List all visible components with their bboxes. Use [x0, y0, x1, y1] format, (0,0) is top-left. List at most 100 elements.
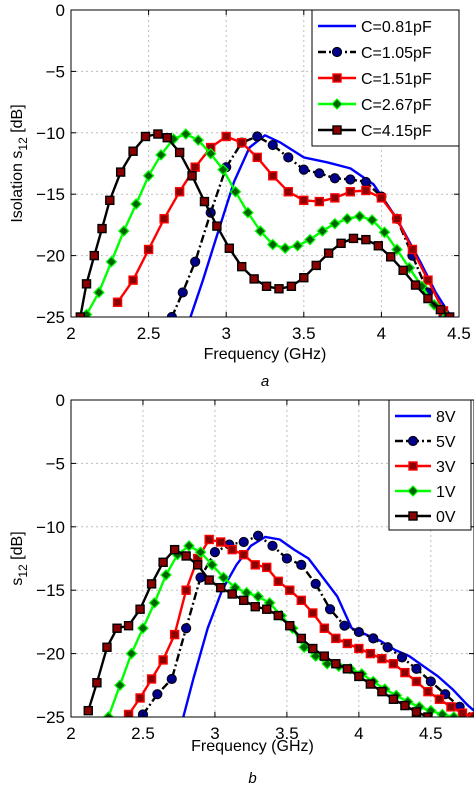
data-point [339, 620, 350, 631]
data-point [190, 256, 201, 267]
legend-marker [408, 511, 418, 521]
data-point [253, 530, 264, 541]
data-point [361, 234, 371, 245]
data-point [342, 638, 353, 649]
data-point [285, 621, 295, 631]
data-point [204, 147, 217, 160]
data-point [366, 214, 378, 226]
data-point [392, 214, 402, 224]
x-tick-label: 2.5 [131, 724, 155, 743]
legend-label-3: C=1.51pF [361, 71, 432, 88]
data-point [237, 261, 247, 272]
data-point [159, 214, 169, 224]
data-point [187, 171, 197, 181]
data-point [329, 173, 340, 184]
data-point [155, 149, 167, 161]
data-point [158, 557, 168, 568]
legend-marker [407, 435, 419, 447]
data-point [217, 571, 230, 584]
data-point [169, 544, 180, 555]
data-point [330, 193, 340, 203]
data-point [435, 304, 446, 315]
data-point [146, 674, 157, 684]
data-point [266, 238, 279, 251]
data-point [283, 187, 293, 197]
data-point [224, 243, 235, 253]
y-tick-label: −15 [36, 185, 65, 204]
data-point [192, 560, 203, 570]
x-tick-label: 4.5 [419, 724, 443, 743]
data-point [162, 133, 172, 143]
y-tick-label: −25 [36, 308, 65, 327]
y-tick-label: −5 [46, 454, 65, 473]
data-point [378, 226, 391, 239]
data-point [360, 176, 371, 188]
data-point [97, 223, 107, 234]
data-point [365, 648, 376, 659]
y-axis-label: s12 [dB] [9, 531, 30, 585]
y-axis-label: Isolation s12 [dB] [9, 104, 30, 222]
data-point [388, 659, 399, 669]
data-point [336, 238, 346, 249]
data-point [209, 547, 221, 558]
data-point [423, 275, 433, 285]
legend-label-5: C=4.15pF [361, 123, 432, 140]
data-point [304, 233, 316, 246]
data-point [274, 284, 284, 294]
data-point [365, 679, 376, 689]
data-point [204, 534, 214, 545]
data-point [386, 252, 396, 262]
data-point [105, 195, 115, 206]
legend-label-2: 5V [436, 434, 456, 451]
data-point [152, 689, 163, 700]
legend: C=0.81pF C=1.05pF C=1.51pF C=2.67pF C=4.15pF [311, 9, 460, 147]
x-tick-label: 4.5 [447, 324, 471, 343]
data-point [407, 244, 418, 255]
y-tick-label: 0 [56, 391, 65, 410]
data-point [310, 578, 321, 589]
axes-frame [70, 399, 474, 718]
legend-label-2: C=1.05pF [361, 45, 432, 62]
data-point [112, 297, 123, 307]
data-point [192, 134, 205, 147]
data-point [376, 193, 387, 203]
data-point [93, 286, 105, 299]
data-point [353, 626, 364, 638]
data-point [319, 651, 330, 661]
data-point [238, 536, 249, 548]
data-point [388, 694, 399, 704]
data-point [115, 167, 126, 177]
data-point [160, 569, 172, 581]
data-point [396, 652, 408, 663]
data-point [341, 212, 354, 225]
data-point [83, 705, 93, 716]
data-point [221, 131, 231, 142]
data-point [194, 546, 207, 559]
data-point [345, 174, 356, 185]
data-point [314, 168, 325, 179]
data-point [323, 248, 334, 258]
chart-panel-2: 2 2.5 3 3.5 4 4.5 0 −5 −10 −15 −20 −25 Frequency (GH… [9, 391, 474, 787]
x-tick-label: 2.5 [137, 324, 161, 343]
data-point [190, 162, 200, 172]
series-line-5 [87, 548, 429, 717]
data-point [135, 604, 145, 614]
series-line-2 [142, 534, 474, 717]
legend-label-4: 1V [436, 484, 456, 501]
data-point [254, 225, 267, 237]
data-point [128, 275, 138, 285]
data-point [324, 604, 336, 615]
data-point [345, 187, 356, 197]
data-point [286, 281, 297, 291]
data-point [142, 169, 155, 182]
data-point [217, 163, 229, 176]
data-point [361, 185, 371, 196]
y-tick-label: 0 [56, 1, 65, 20]
data-point [177, 287, 188, 298]
data-point [411, 676, 422, 687]
data-point [262, 604, 272, 614]
data-point [331, 659, 341, 669]
data-point [250, 560, 260, 570]
data-point [137, 622, 149, 635]
data-point [123, 621, 134, 631]
